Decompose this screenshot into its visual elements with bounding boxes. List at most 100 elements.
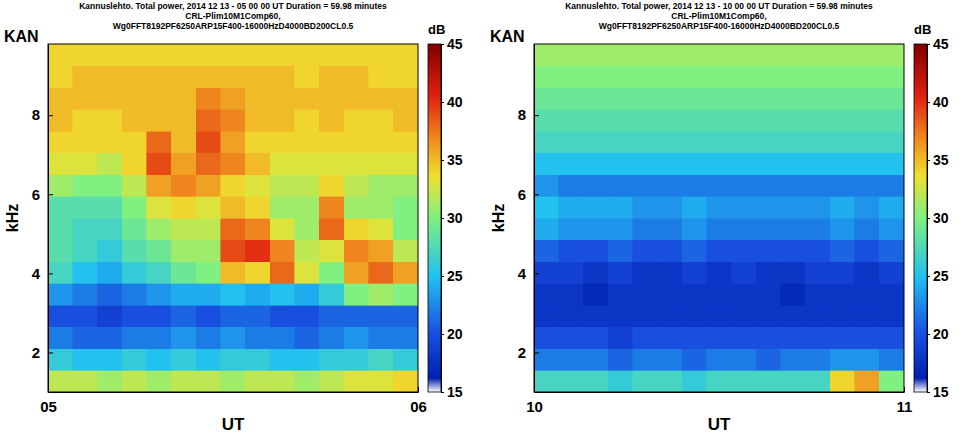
y-tick: 2 — [32, 344, 53, 361]
cell — [270, 175, 295, 197]
colorbar-tick-mark — [927, 334, 930, 335]
cell — [245, 131, 270, 153]
cell — [657, 349, 682, 371]
cell — [196, 44, 221, 66]
y-tick: 2 — [518, 344, 539, 361]
y-tick-label: 2 — [32, 344, 40, 361]
cell — [122, 349, 147, 371]
y-tick-label: 2 — [518, 344, 526, 361]
cell — [879, 240, 904, 262]
cell — [879, 218, 904, 240]
cell — [559, 44, 584, 66]
cell — [369, 240, 394, 262]
cell — [171, 131, 196, 153]
cell — [245, 196, 270, 218]
cell — [73, 175, 98, 197]
cell — [657, 175, 682, 197]
title-line: Wg0FFT8192PF6250ARP15F400-16000HzD4000BD… — [599, 21, 840, 31]
cell — [608, 283, 633, 305]
cell — [196, 370, 221, 392]
cell — [221, 349, 246, 371]
cell — [245, 66, 270, 88]
cell — [319, 370, 344, 392]
cell — [344, 153, 369, 175]
cell — [682, 218, 707, 240]
cell — [196, 305, 221, 327]
cell — [122, 240, 147, 262]
colorbar — [428, 44, 441, 392]
cell — [122, 283, 147, 305]
cell — [534, 283, 559, 305]
cell — [805, 240, 830, 262]
cell — [559, 131, 584, 153]
y-tick-mark — [48, 273, 53, 274]
cell — [73, 327, 98, 349]
cell — [559, 153, 584, 175]
cell — [534, 153, 559, 175]
colorbar-tick-mark — [927, 102, 930, 103]
cell — [830, 153, 855, 175]
cell — [534, 218, 559, 240]
cell — [608, 131, 633, 153]
cell — [830, 88, 855, 110]
cell — [879, 283, 904, 305]
cell — [855, 327, 880, 349]
cell — [270, 153, 295, 175]
colorbar-tick-mark — [441, 102, 444, 103]
colorbar-tick: 15 — [441, 384, 463, 400]
colorbar-tick-mark — [927, 276, 930, 277]
cell — [830, 327, 855, 349]
colorbar-tick: 35 — [441, 152, 463, 168]
cell — [270, 218, 295, 240]
cell — [855, 370, 880, 392]
y-tick-label: 6 — [32, 186, 40, 203]
title-line: Kannuslehto. Total power, 2014 12 13 - 1… — [565, 1, 873, 11]
cell — [319, 305, 344, 327]
cell — [682, 44, 707, 66]
cell — [707, 327, 732, 349]
cell — [393, 153, 418, 175]
cell — [534, 370, 559, 392]
colorbar-tick-label: 15 — [447, 384, 463, 400]
y-tick-mark — [534, 115, 539, 116]
cell — [583, 153, 608, 175]
cell — [830, 349, 855, 371]
cell — [805, 109, 830, 131]
y-tick: 6 — [518, 186, 539, 203]
x-tick-label: 05 — [40, 398, 57, 415]
cell — [731, 88, 756, 110]
colorbar-tick-mark — [927, 44, 930, 45]
colorbar-tick-label: 40 — [933, 94, 949, 110]
cell — [583, 196, 608, 218]
cell — [830, 44, 855, 66]
cell — [171, 175, 196, 197]
cell — [805, 305, 830, 327]
cell — [245, 175, 270, 197]
y-tick: 4 — [518, 265, 539, 282]
cell — [48, 262, 73, 284]
cell — [221, 305, 246, 327]
cell — [73, 349, 98, 371]
x-tick-label: 10 — [526, 398, 543, 415]
cell — [756, 240, 781, 262]
cell — [295, 305, 320, 327]
cell — [48, 327, 73, 349]
colorbar-tick-mark — [441, 392, 444, 393]
cell — [756, 196, 781, 218]
cell — [608, 305, 633, 327]
cell — [393, 175, 418, 197]
cell — [48, 305, 73, 327]
cell — [97, 305, 122, 327]
cell — [295, 109, 320, 131]
cell — [805, 44, 830, 66]
cell — [559, 88, 584, 110]
cell — [319, 349, 344, 371]
y-axis: 2468 — [32, 45, 53, 393]
cell — [781, 88, 806, 110]
cell — [73, 262, 98, 284]
cell — [608, 196, 633, 218]
colorbar-tick: 25 — [927, 268, 949, 284]
station-label: KAN — [490, 28, 525, 45]
cell — [657, 44, 682, 66]
colorbar-tick-label: 30 — [933, 210, 949, 226]
